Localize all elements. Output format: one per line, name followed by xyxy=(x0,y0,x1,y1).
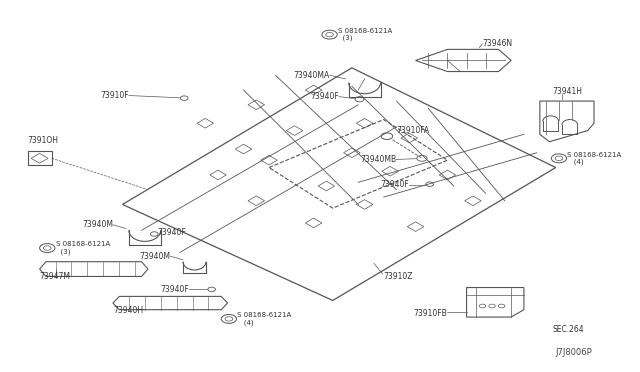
Text: S 08168-6121A
  (3): S 08168-6121A (3) xyxy=(56,241,110,255)
Text: 73940F: 73940F xyxy=(310,92,339,101)
Text: 73940F: 73940F xyxy=(161,285,189,294)
Text: SEC.264: SEC.264 xyxy=(552,326,584,334)
Text: 73946N: 73946N xyxy=(483,39,513,48)
Text: 73940MA: 73940MA xyxy=(293,71,330,80)
Text: S 08168-6121A
  (3): S 08168-6121A (3) xyxy=(338,28,392,41)
Text: 73910F: 73910F xyxy=(100,91,129,100)
Text: 73940M: 73940M xyxy=(140,251,170,261)
Text: 73940M: 73940M xyxy=(82,220,113,229)
Text: S 08168-6121A
   (4): S 08168-6121A (4) xyxy=(567,151,621,165)
Text: 73941H: 73941H xyxy=(552,87,582,96)
Text: 73940F: 73940F xyxy=(157,228,186,237)
Text: 7391OH: 7391OH xyxy=(27,137,58,145)
Text: 73947M: 73947M xyxy=(40,272,70,281)
Text: S 08168-6121A
   (4): S 08168-6121A (4) xyxy=(237,312,291,326)
Text: 73940MB: 73940MB xyxy=(360,155,396,164)
Text: 73940F: 73940F xyxy=(380,180,409,189)
Text: 73940H: 73940H xyxy=(113,306,143,315)
Text: 73910Z: 73910Z xyxy=(384,272,413,281)
Text: J7J8006P: J7J8006P xyxy=(556,348,593,357)
Text: 73910FB: 73910FB xyxy=(413,309,447,318)
Text: 73910FA: 73910FA xyxy=(396,126,429,135)
